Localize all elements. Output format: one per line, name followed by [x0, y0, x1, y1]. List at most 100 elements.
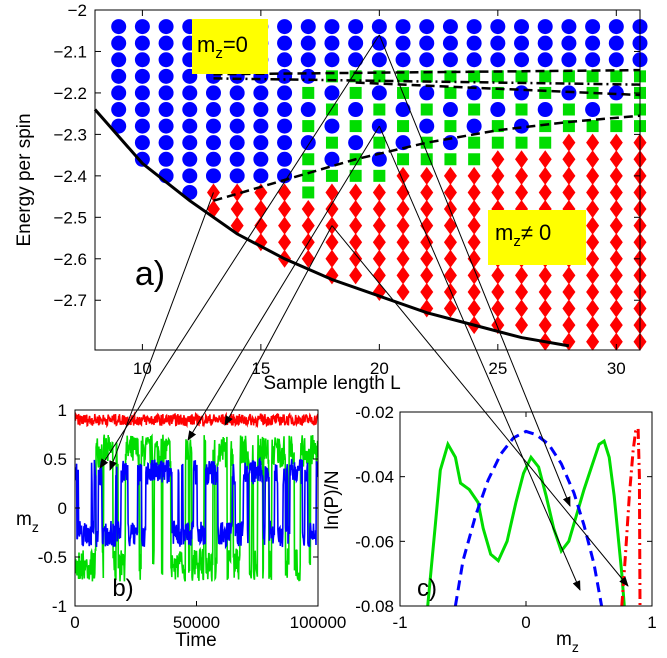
y-tick-label-b: 0.5	[43, 450, 67, 469]
green-marker	[539, 120, 552, 133]
red-marker	[396, 233, 410, 252]
red-marker	[301, 200, 315, 219]
blue-marker	[205, 135, 221, 151]
red-marker	[467, 249, 481, 268]
green-marker	[562, 120, 575, 133]
red-marker	[609, 233, 623, 252]
red-marker	[609, 166, 623, 185]
y-axis-label-b: mz	[16, 509, 39, 535]
red-marker	[609, 266, 623, 285]
blue-marker	[324, 35, 340, 51]
red-marker	[349, 249, 363, 268]
y-tick-label-a: −2.3	[53, 125, 87, 144]
red-marker	[349, 200, 363, 219]
y-axis-label-a: Energy per spin	[14, 113, 35, 246]
blue-marker	[585, 19, 601, 35]
red-marker	[349, 183, 363, 202]
red-marker	[420, 282, 434, 301]
y-tick-label-c: -0.06	[355, 532, 394, 551]
red-marker	[491, 183, 505, 202]
blue-marker	[205, 151, 221, 167]
red-marker	[325, 200, 339, 219]
blue-marker	[348, 135, 364, 151]
x-axis-label-b: Time	[175, 630, 217, 651]
x-tick-label-b: 0	[70, 613, 79, 632]
blue-marker	[277, 102, 293, 118]
red-marker	[586, 316, 600, 335]
blue-marker	[514, 19, 530, 35]
blue-marker	[158, 135, 174, 151]
connector-arrow	[378, 34, 571, 507]
red-marker	[467, 282, 481, 301]
red-marker	[538, 166, 552, 185]
red-marker	[443, 249, 457, 268]
connector-arrow	[109, 192, 214, 471]
blue-marker	[490, 35, 506, 51]
red-marker	[562, 266, 576, 285]
red-marker	[467, 200, 481, 219]
red-marker	[278, 200, 292, 219]
blue-trace	[75, 456, 318, 550]
annotation-mz0: mz=0	[197, 32, 248, 62]
blue-marker	[608, 35, 624, 51]
red-marker	[491, 299, 505, 318]
blue-marker	[134, 19, 150, 35]
blue-marker	[561, 19, 577, 35]
panel-b	[75, 410, 318, 582]
green-marker	[349, 120, 362, 133]
blue-marker	[253, 151, 269, 167]
annotation-mzne0: mz≠ 0	[495, 220, 551, 250]
red-marker	[538, 266, 552, 285]
annotation-mzne0-box	[488, 210, 586, 265]
y-tick-label-a: −2.6	[53, 250, 87, 269]
blue-marker	[253, 85, 269, 101]
green-marker	[325, 169, 338, 182]
red-marker	[586, 282, 600, 301]
x-axis-label-a: Sample length L	[263, 373, 400, 394]
red-marker	[586, 200, 600, 219]
red-marker	[372, 233, 386, 252]
red-marker	[586, 299, 600, 318]
y-tick-label-a: −2.2	[53, 84, 87, 103]
blue-marker	[300, 102, 316, 118]
panel-c	[426, 423, 642, 606]
panel-label-c: c)	[417, 575, 437, 602]
blue-marker	[348, 35, 364, 51]
red-marker	[491, 166, 505, 185]
red-marker	[515, 282, 529, 301]
blue-marker	[158, 85, 174, 101]
green-marker	[468, 70, 481, 83]
blue-marker	[134, 68, 150, 84]
red-marker	[562, 183, 576, 202]
blue-marker	[111, 52, 127, 68]
red-marker	[538, 316, 552, 335]
blue-marker	[442, 35, 458, 51]
panel-label-b: b)	[112, 575, 133, 602]
blue-marker	[300, 19, 316, 35]
connector-arrow	[187, 125, 380, 441]
red-marker	[609, 282, 623, 301]
red-marker	[443, 299, 457, 318]
green-marker	[444, 120, 457, 133]
red-marker	[420, 249, 434, 268]
green-marker	[515, 136, 528, 149]
blue-marker	[277, 19, 293, 35]
y-tick-label-c: -0.02	[355, 403, 394, 422]
green-marker	[302, 120, 315, 133]
red-marker	[301, 216, 315, 235]
blue-marker	[348, 102, 364, 118]
red-marker	[538, 150, 552, 169]
red-marker	[586, 233, 600, 252]
blue-marker	[537, 35, 553, 51]
blue-marker	[442, 52, 458, 68]
annotation-mz0-box	[192, 19, 268, 74]
red-marker	[586, 216, 600, 235]
red-marker	[562, 332, 576, 351]
blue-marker	[371, 19, 387, 35]
blue-marker	[300, 52, 316, 68]
red-marker	[609, 183, 623, 202]
red-marker	[372, 200, 386, 219]
blue-marker	[419, 85, 435, 101]
green-marker	[349, 169, 362, 182]
red-marker	[515, 166, 529, 185]
